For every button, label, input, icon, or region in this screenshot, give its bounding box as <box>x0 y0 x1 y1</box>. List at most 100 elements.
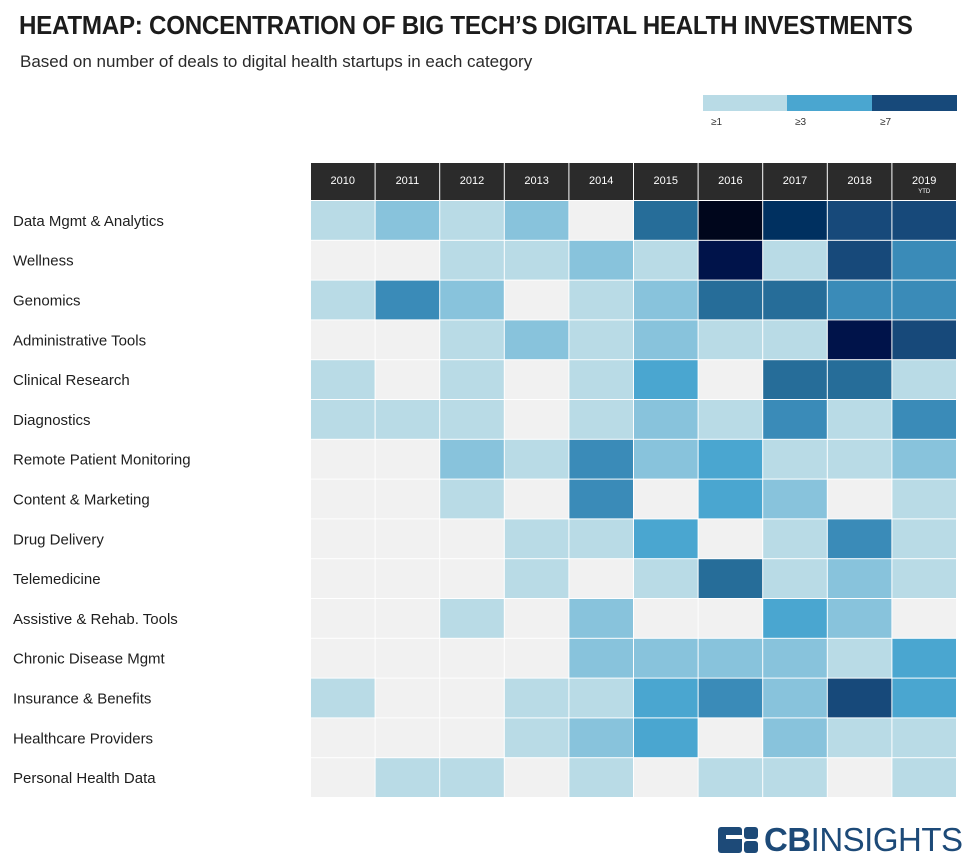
row-label: Data Mgmt & Analytics <box>13 213 164 230</box>
heatmap-cell <box>892 201 956 240</box>
heatmap-cell <box>311 479 375 519</box>
year-label: 2016 <box>718 175 742 187</box>
year-label: 2010 <box>331 175 355 187</box>
heatmap-cell <box>763 439 827 479</box>
heatmap-cell <box>634 599 698 638</box>
heatmap-cell <box>440 678 504 718</box>
legend-swatch-high <box>872 95 957 111</box>
row-label: Personal Health Data <box>13 770 156 787</box>
heatmap-cell <box>375 519 440 559</box>
legend-label-mid: ≥3 <box>795 117 807 128</box>
heatmap-cell <box>698 320 763 360</box>
heatmap-cell <box>892 718 956 758</box>
heatmap-cell <box>698 240 763 280</box>
heatmap-cell <box>763 360 827 399</box>
heatmap-cell <box>827 280 892 320</box>
heatmap-cell <box>440 479 504 519</box>
year-label: 2014 <box>589 175 613 187</box>
heatmap-cell <box>634 201 698 240</box>
heatmap-cell <box>311 439 375 479</box>
heatmap-cell <box>698 758 763 797</box>
heatmap-cell <box>634 240 698 280</box>
heatmap-cell <box>892 599 956 638</box>
heatmap-cell <box>698 678 763 718</box>
color-legend: ≥1 ≥3 ≥7 <box>703 95 957 135</box>
heatmap-cell <box>634 400 698 439</box>
heatmap-cell <box>827 479 892 519</box>
heatmap-cell <box>634 519 698 559</box>
heatmap-cell <box>634 360 698 399</box>
heatmap-cell <box>311 280 375 320</box>
heatmap-cell <box>375 479 440 519</box>
heatmap-cell <box>375 559 440 598</box>
heatmap-cell <box>375 678 440 718</box>
heatmap-cell <box>440 360 504 399</box>
heatmap-cell <box>504 479 569 519</box>
year-header-cell <box>763 163 827 200</box>
heatmap-cell <box>569 201 633 240</box>
row-label: Healthcare Providers <box>13 730 153 747</box>
heatmap-cell <box>634 439 698 479</box>
heatmap-cell <box>440 638 504 678</box>
row-label: Genomics <box>13 293 81 310</box>
heatmap-cell <box>827 718 892 758</box>
heatmap-cell <box>569 439 633 479</box>
heatmap-cell <box>569 479 633 519</box>
heatmap-cell <box>892 400 956 439</box>
year-header-cell <box>827 163 892 200</box>
heatmap-cell <box>311 201 375 240</box>
heatmap-cell <box>892 559 956 598</box>
heatmap-cell <box>827 400 892 439</box>
heatmap-cell <box>892 280 956 320</box>
heatmap-cell <box>634 280 698 320</box>
heatmap-cell <box>311 559 375 598</box>
heatmap-cell <box>504 519 569 559</box>
heatmap-cell <box>569 360 633 399</box>
heatmap-cell <box>311 678 375 718</box>
year-label: 2011 <box>396 175 420 187</box>
heatmap-cell <box>827 678 892 718</box>
heatmap-cell <box>504 758 569 797</box>
chart-title: HEATMAP: CONCENTRATION OF BIG TECH’S DIG… <box>19 10 913 40</box>
year-header-cell <box>569 163 633 200</box>
heatmap-cell <box>698 280 763 320</box>
year-label: 2015 <box>654 175 678 187</box>
row-label: Administrative Tools <box>13 332 146 349</box>
year-label: 2019 <box>912 175 936 187</box>
heatmap-cell <box>569 400 633 439</box>
heatmap-cell <box>698 439 763 479</box>
cb-insights-logo-icon <box>718 827 758 853</box>
heatmap-cell <box>440 718 504 758</box>
heatmap-cell <box>892 479 956 519</box>
heatmap-cell <box>763 758 827 797</box>
cb-insights-wordmark: CBINSIGHTS <box>764 821 963 858</box>
heatmap-cell <box>634 718 698 758</box>
heatmap-cell <box>634 559 698 598</box>
row-label: Chronic Disease Mgmt <box>13 651 166 668</box>
heatmap-cell <box>440 400 504 439</box>
heatmap-cell <box>569 559 633 598</box>
heatmap-cell <box>763 320 827 360</box>
heatmap-cell <box>892 758 956 797</box>
heatmap-cell <box>440 201 504 240</box>
year-header-cell <box>440 163 504 200</box>
heatmap-cell <box>569 280 633 320</box>
heatmap-cell <box>504 400 569 439</box>
heatmap-cell <box>698 360 763 399</box>
heatmap-cell <box>763 280 827 320</box>
heatmap-cell <box>375 439 440 479</box>
heatmap-cell <box>440 240 504 280</box>
heatmap-cell <box>827 519 892 559</box>
row-label: Content & Marketing <box>13 492 150 509</box>
row-label: Drug Delivery <box>13 531 104 548</box>
heatmap-cell <box>634 320 698 360</box>
heatmap-cell <box>827 638 892 678</box>
heatmap-cell <box>375 400 440 439</box>
heatmap-cell <box>892 638 956 678</box>
heatmap-cell <box>440 280 504 320</box>
year-label: 2012 <box>460 175 484 187</box>
heatmap-cell <box>827 599 892 638</box>
year-header-cell <box>504 163 569 200</box>
heatmap-cell <box>375 280 440 320</box>
heatmap-cell <box>440 599 504 638</box>
